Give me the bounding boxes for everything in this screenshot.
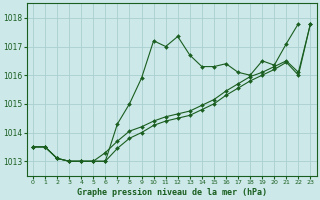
X-axis label: Graphe pression niveau de la mer (hPa): Graphe pression niveau de la mer (hPa) (77, 188, 267, 197)
